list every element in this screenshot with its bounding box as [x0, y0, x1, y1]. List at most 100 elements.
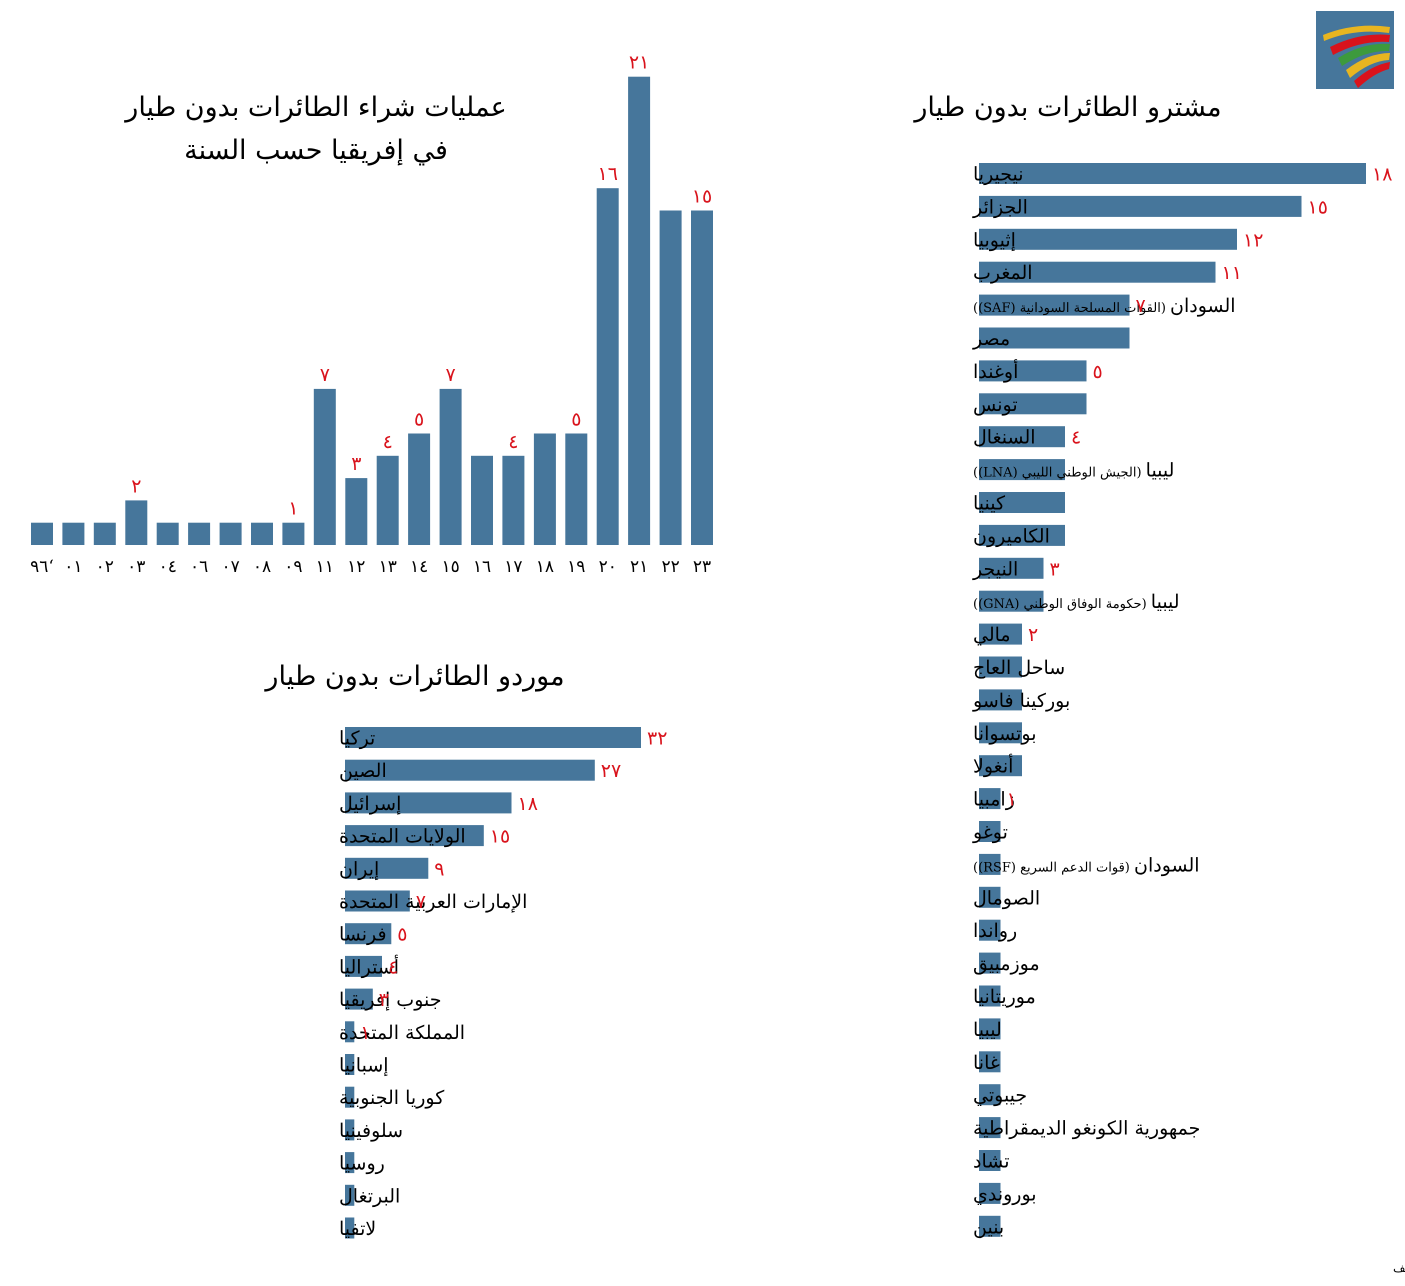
supplier-bar: [345, 923, 392, 945]
supplier-value-label: ٢٧: [601, 760, 621, 782]
supplier-bar: [345, 1086, 355, 1108]
buyer-bar: [979, 1117, 1001, 1139]
year-bar: [313, 388, 336, 545]
buyer-bar: [979, 952, 1001, 974]
buyer-bar: [979, 195, 1302, 217]
years-chart-title-line-2: في إفريقيا حسب السنة: [184, 135, 448, 166]
supplier-category-label: كوريا الجنوبية: [339, 1087, 445, 1109]
buyer-category-label: السنغال: [973, 427, 1036, 449]
supplier-value-label: ١٨: [518, 793, 538, 815]
year-value-label: ١٥: [692, 186, 712, 208]
buyers-chart-title: مشترو الطائرات بدون طيار: [912, 92, 1221, 123]
supplier-bar: [345, 1119, 355, 1141]
buyer-category-label: بنين: [973, 1216, 1004, 1238]
year-tick-label: ١٨: [536, 557, 554, 577]
buyer-bar: [979, 919, 1001, 941]
buyer-bar: [979, 722, 1022, 744]
year-tick-label: ١١: [316, 557, 334, 577]
supplier-category-label: روسيا: [339, 1153, 385, 1175]
year-tick-label: ٠٩: [284, 557, 302, 577]
supplier-value-label: ١: [360, 1022, 370, 1044]
supplier-category-label: لاتفيا: [339, 1218, 376, 1240]
year-tick-label: ٢٣: [693, 557, 711, 577]
buyer-bar: [979, 1150, 1001, 1171]
buyer-value-label: ٣: [1050, 558, 1060, 580]
supplier-bar: [345, 988, 373, 1010]
supplier-bar: [345, 1184, 355, 1206]
year-bar: [565, 433, 588, 545]
buyer-bar: [979, 163, 1366, 184]
year-value-label: ٥: [414, 409, 424, 431]
supplier-bar: [345, 792, 512, 814]
buyer-category-label: زامبيا: [973, 789, 1015, 811]
year-bar: [219, 522, 242, 545]
supplier-bar: [345, 727, 641, 748]
year-bar: [31, 522, 53, 545]
drone-buyers-chart: مشترو الطائرات بدون طيار نيجيريا ١٨ الجزائ…: [912, 92, 1392, 1238]
buyer-bar: [979, 393, 1087, 415]
year-value-label: ٣: [351, 453, 361, 475]
buyer-category-label: ساحل العاج: [973, 657, 1065, 679]
year-bar: [596, 188, 619, 545]
buyer-bar: [979, 985, 1001, 1007]
year-bar: [533, 433, 556, 545]
years-chart-title-line-1: عمليات شراء الطائرات بدون طيار: [123, 92, 506, 123]
buyer-bar: [979, 1018, 1001, 1040]
supplier-value-label: ٣٢: [647, 728, 667, 750]
year-bar: [345, 478, 368, 545]
buyer-category-label: السودان (القوات المسلحة السودانية (SAF)): [973, 295, 1236, 317]
buyer-category-label: السودان (قوات الدعم السريع (RSF)): [973, 854, 1200, 876]
supplier-category-label: فرنسا: [339, 924, 387, 946]
buyer-category-label: تونس: [973, 394, 1018, 416]
buyer-value-label: ١١: [1222, 262, 1242, 284]
supplier-category-label: البرتغال: [339, 1185, 400, 1207]
buyer-bar: [979, 557, 1044, 579]
supplier-bar: [345, 1021, 355, 1043]
buyer-bar: [979, 294, 1130, 316]
buyer-bar: [979, 459, 1065, 481]
supplier-category-label: الصين: [339, 760, 387, 782]
buyer-category-label: الصومال: [973, 887, 1040, 909]
buyer-bar: [979, 1182, 1001, 1204]
buyer-category-label: جمهورية الكونغو الديمقراطية: [973, 1118, 1200, 1140]
supplier-category-label: تركيا: [339, 728, 375, 750]
year-tick-label: ٢١: [630, 557, 648, 577]
buyer-category-label: مالي: [973, 624, 1011, 646]
buyer-value-label: ١: [1007, 789, 1017, 811]
buyer-category-label: بوروندي: [973, 1183, 1037, 1205]
supplier-value-label: ٥: [397, 924, 407, 946]
buyer-category-label: ليبيا: [973, 1019, 1002, 1041]
year-tick-label: ٢٢: [661, 557, 679, 577]
buyer-bar: [979, 1084, 1001, 1106]
suppliers-chart-title: موردو الطائرات بدون طيار: [263, 661, 564, 692]
supplier-category-label: أستراليا: [339, 953, 399, 978]
supplier-bar: [345, 1217, 355, 1239]
buyer-category-label: الجزائر: [972, 196, 1028, 218]
year-tick-label: ٠٧: [221, 557, 239, 577]
year-bar: [691, 210, 713, 545]
buyer-bar: [979, 228, 1237, 250]
buyer-value-label: ١٢: [1243, 229, 1263, 251]
buyer-bar: [979, 623, 1022, 645]
supplier-category-label: المملكة المتحدة: [339, 1022, 465, 1044]
year-value-label: ٤: [508, 431, 518, 453]
buyer-value-label: ٢: [1028, 624, 1038, 646]
year-tick-label: ٠٢: [96, 557, 114, 577]
year-bar: [156, 522, 179, 545]
buyer-category-label: أوغندا: [973, 358, 1018, 383]
year-value-label: ١: [288, 498, 298, 520]
supplier-value-label: ٩: [434, 858, 444, 880]
supplier-bar: [345, 857, 429, 879]
buyer-category-label: رواندا: [973, 920, 1017, 942]
source-note: مصدر البيانات: الجيوش الإفريقية، مركز ال…: [1393, 1260, 1405, 1276]
year-bar: [282, 522, 305, 545]
year-bar: [251, 522, 273, 545]
year-bar: [502, 455, 525, 545]
year-tick-label: ١٤: [410, 557, 428, 577]
buyer-category-label: بوركينا فاسو: [972, 690, 1070, 712]
buyer-bar: [979, 1051, 1001, 1073]
buyer-category-label: غانا: [973, 1052, 1000, 1074]
supplier-category-label: الولايات المتحدة: [339, 826, 466, 848]
year-tick-label: ١٦: [473, 557, 491, 577]
